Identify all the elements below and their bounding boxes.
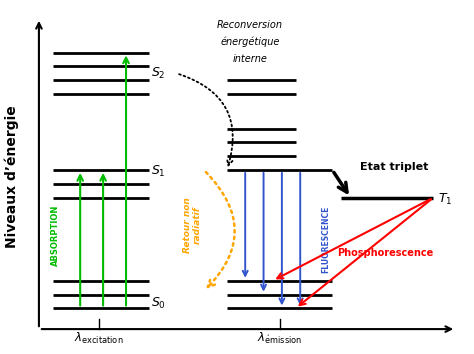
- Text: Retour non: Retour non: [183, 198, 192, 253]
- Text: énergétique: énergétique: [220, 37, 280, 47]
- Text: $S_0$: $S_0$: [151, 296, 166, 311]
- Text: Niveaux d’énergie: Niveaux d’énergie: [4, 105, 18, 249]
- Text: $T_1$: $T_1$: [438, 192, 452, 207]
- Text: $\lambda_{\mathregular{\acute{e}mission}}$: $\lambda_{\mathregular{\acute{e}mission}…: [257, 331, 302, 346]
- Text: $S_2$: $S_2$: [151, 66, 166, 81]
- Text: Etat triplet: Etat triplet: [360, 162, 428, 172]
- Text: Phosphorescence: Phosphorescence: [337, 248, 433, 258]
- Text: FLUORESCENCE: FLUORESCENCE: [321, 206, 330, 273]
- Text: ABSORPTION: ABSORPTION: [50, 205, 59, 267]
- Text: $S_1$: $S_1$: [151, 164, 166, 179]
- Text: Reconversion: Reconversion: [217, 20, 283, 30]
- Text: interne: interne: [232, 55, 267, 64]
- Text: $\lambda_{\mathregular{excitation}}$: $\lambda_{\mathregular{excitation}}$: [74, 331, 123, 346]
- Text: radiatif: radiatif: [192, 207, 201, 244]
